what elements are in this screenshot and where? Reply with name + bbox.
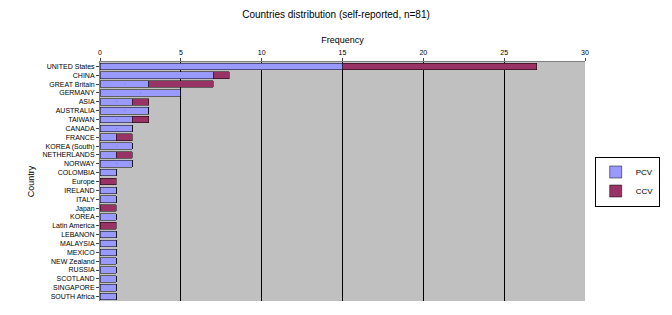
svg-text:SINGAPORE: SINGAPORE [53, 284, 95, 291]
svg-text:Latin America: Latin America [52, 222, 95, 229]
svg-text:Japan: Japan [76, 205, 95, 213]
svg-text:KOREA: KOREA [70, 213, 95, 220]
svg-text:1: 1 [108, 199, 109, 200]
svg-text:ITALY: ITALY [76, 196, 95, 203]
svg-text:IRELAND: IRELAND [64, 187, 94, 194]
svg-text:ASIA: ASIA [79, 98, 95, 105]
svg-text:12: 12 [439, 66, 440, 67]
svg-text:1: 1 [124, 155, 125, 156]
svg-text:2: 2 [116, 163, 117, 164]
svg-text:2: 2 [116, 119, 117, 120]
svg-text:CANADA: CANADA [65, 125, 95, 132]
svg-text:1: 1 [108, 296, 109, 297]
svg-text:1: 1 [108, 234, 109, 235]
svg-text:1: 1 [221, 75, 222, 76]
svg-text:7: 7 [156, 75, 157, 76]
svg-text:1: 1 [108, 287, 109, 288]
svg-text:Country: Country [26, 165, 36, 197]
svg-text:SCOTLAND: SCOTLAND [56, 275, 94, 282]
svg-text:RUSSIA: RUSSIA [69, 266, 95, 273]
svg-text:25: 25 [500, 49, 508, 56]
svg-text:1: 1 [108, 225, 109, 226]
svg-text:1: 1 [108, 217, 109, 218]
svg-text:NETHERLANDS: NETHERLANDS [42, 151, 94, 158]
html-text:1: 1 [140, 101, 142, 102]
svg-text:Frequency: Frequency [321, 35, 364, 45]
svg-text:20: 20 [419, 49, 427, 56]
svg-text:1: 1 [108, 181, 109, 182]
svg-text:2: 2 [116, 102, 117, 103]
svg-text:CHINA: CHINA [73, 72, 95, 79]
svg-text:Countries distribution (self-r: Countries distribution (self-reported, n… [242, 9, 430, 20]
svg-text:15: 15 [339, 49, 347, 56]
svg-text:5: 5 [140, 93, 141, 94]
svg-text:1: 1 [108, 252, 109, 253]
svg-text:KOREA (South): KOREA (South) [46, 143, 95, 151]
svg-text:1: 1 [140, 119, 141, 120]
svg-text:NEW Zealand: NEW Zealand [51, 258, 95, 265]
svg-text:GREAT Britain: GREAT Britain [49, 81, 94, 88]
svg-text:MALAYSIA: MALAYSIA [60, 240, 95, 247]
svg-text:1: 1 [124, 137, 125, 138]
html-text:2: 2 [115, 101, 117, 102]
svg-text:1: 1 [108, 190, 109, 191]
svg-text:1: 1 [108, 137, 109, 138]
svg-text:TAIWAN: TAIWAN [68, 116, 94, 123]
svg-text:5: 5 [179, 49, 183, 56]
svg-text:GERMANY: GERMANY [59, 89, 95, 96]
svg-text:1: 1 [108, 270, 109, 271]
svg-text:1: 1 [108, 279, 109, 280]
svg-text:COLOMBIA: COLOMBIA [58, 169, 95, 176]
svg-text:1: 1 [108, 243, 109, 244]
svg-text:PCV: PCV [636, 168, 653, 177]
svg-text:1: 1 [140, 102, 141, 103]
svg-text:MEXICO: MEXICO [67, 249, 95, 256]
svg-text:10: 10 [258, 49, 266, 56]
svg-text:UNITED States: UNITED States [47, 63, 95, 70]
svg-text:15: 15 [221, 66, 222, 67]
svg-text:2: 2 [116, 128, 117, 129]
svg-text:CCV: CCV [636, 187, 654, 196]
svg-text:AUSTRALIA: AUSTRALIA [56, 107, 95, 114]
svg-text:1: 1 [108, 208, 109, 209]
svg-text:1: 1 [108, 172, 109, 173]
svg-text:NORWAY: NORWAY [64, 160, 95, 167]
svg-text:3: 3 [124, 84, 125, 85]
svg-text:FRANCE: FRANCE [66, 134, 95, 141]
svg-text:3: 3 [124, 110, 125, 111]
svg-text:2: 2 [116, 146, 117, 147]
svg-text:0: 0 [98, 49, 102, 56]
svg-text:4: 4 [181, 84, 182, 85]
svg-text:Europe: Europe [72, 178, 95, 186]
svg-text:1: 1 [108, 155, 109, 156]
svg-text:LEBANON: LEBANON [61, 231, 94, 238]
svg-text:SOUTH Africa: SOUTH Africa [51, 293, 95, 300]
svg-text:1: 1 [108, 261, 109, 262]
svg-text:30: 30 [581, 49, 589, 56]
